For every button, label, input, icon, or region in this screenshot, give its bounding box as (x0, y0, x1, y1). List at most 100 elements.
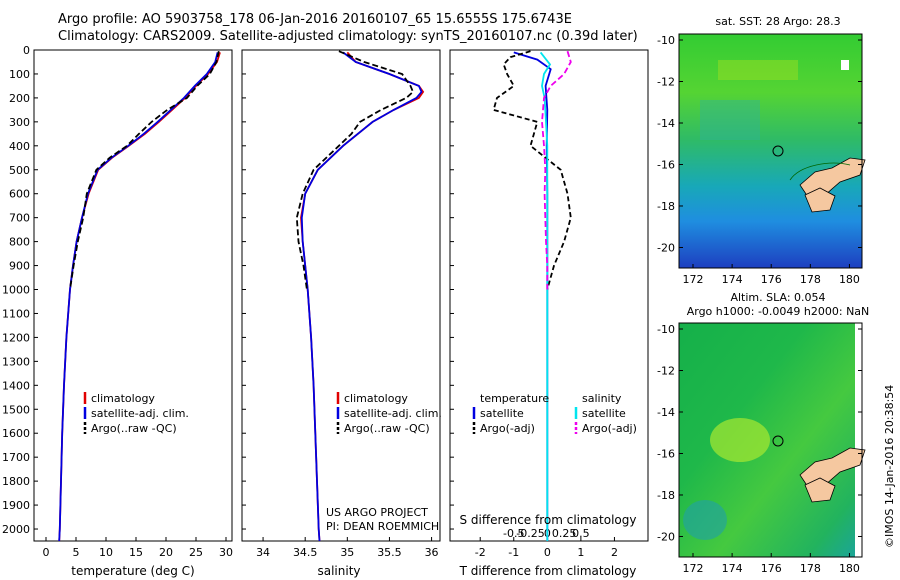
map-xtick-label: 176 (761, 562, 782, 575)
salinity-xtick-label: 34 (256, 546, 270, 559)
salinity-xtick-label: 36 (425, 546, 439, 559)
difference-line-t-argo-adj- (492, 50, 572, 290)
depth-tick-label: 400 (9, 140, 30, 153)
depth-tick-label: 1100 (2, 307, 30, 320)
temperature-line-argo-raw-qc- (69, 51, 220, 290)
temperature-xtick-label: 15 (129, 546, 143, 559)
temperature-line-climatology (58, 52, 221, 541)
legend-label: Argo(-adj) (582, 422, 637, 435)
depth-tick-label: 1000 (2, 284, 30, 297)
map-xtick-label: 174 (722, 273, 743, 286)
sla-low-anomaly (683, 500, 727, 540)
depth-tick-label: 200 (9, 92, 30, 105)
difference-line-t-satellite (513, 51, 552, 541)
legend-label: satellite (480, 407, 524, 420)
imos-watermark: ©IMOS 14-Jan-2016 20:38:54 (883, 385, 896, 548)
sst-missing-cell (841, 60, 849, 70)
depth-tick-label: 1800 (2, 475, 30, 488)
legend-label: Argo(..raw -QC) (91, 422, 177, 435)
salinity-series (295, 50, 425, 541)
depth-tick-label: 1900 (2, 499, 30, 512)
depth-tick-label: 1400 (2, 379, 30, 392)
legend-label: satellite-adj. clim. (344, 407, 442, 420)
credit-line2: PI: DEAN ROEMMICH (326, 520, 439, 533)
legend-label: climatology (91, 392, 155, 405)
sla-map-axes: -10 -12 -14 -16 -18 -20 172 174 176 178 180 (657, 323, 862, 575)
reef-contour (789, 162, 851, 181)
temperature-legend: climatology satellite-adj. clim. Argo(..… (83, 392, 189, 435)
difference-x-axis: -2 -1 0 1 2-0.5-0.25 0 0.250.5 (475, 527, 618, 559)
depth-tick-label: 500 (9, 164, 30, 177)
t-diff-xtick-label: 0 (544, 546, 551, 559)
salinity-xtick-label: 35.5 (377, 546, 402, 559)
depth-tick-label: 2000 (2, 523, 30, 536)
legend-title-temperature: temperature (480, 392, 549, 405)
depth-tick-label: 1700 (2, 451, 30, 464)
map-ytick-label: -14 (657, 406, 675, 419)
map-ytick-label: -10 (657, 323, 675, 336)
depth-tick-label: 300 (9, 116, 30, 129)
s-diff-xtick-label: -0.25 (516, 527, 544, 540)
depth-tick-label: 900 (9, 260, 30, 273)
sst-map-axes: -10 -12 -14 -16 -18 -20 172 174 176 178 180 (657, 34, 862, 286)
legend-label: satellite-adj. clim. (91, 407, 189, 420)
salinity-xtick-label: 34.5 (293, 546, 318, 559)
depth-tick-label: 600 (9, 188, 30, 201)
sla-missing-strip (855, 323, 862, 557)
depth-tick-label: 1600 (2, 427, 30, 440)
depth-tick-label: 800 (9, 236, 30, 249)
credit-line1: US ARGO PROJECT (326, 506, 428, 519)
temperature-xtick-label: 30 (219, 546, 233, 559)
depth-tick-label: 1200 (2, 331, 30, 344)
salinity-xlabel: salinity (317, 564, 360, 578)
sst-map-frame (678, 33, 863, 269)
temperature-xtick-label: 0 (43, 546, 50, 559)
map-ytick-label: -12 (657, 75, 675, 88)
map-ytick-label: -14 (657, 117, 675, 130)
argo-position-marker (772, 435, 784, 447)
map-ytick-label: -20 (657, 530, 675, 543)
difference-series (492, 50, 572, 541)
s-diff-xtick-label: -0.5 (503, 527, 524, 540)
s-diff-xtick-label: 0.25 (552, 527, 577, 540)
map-ytick-label: -16 (657, 447, 675, 460)
salinity-legend: climatology satellite-adj. clim. Argo(..… (336, 392, 442, 435)
temperature-line-satellite-adj-clim- (58, 52, 219, 541)
sla-high-anomaly (710, 418, 770, 462)
map-ytick-label: -20 (657, 241, 675, 254)
t-diff-xtick-label: 1 (577, 546, 584, 559)
figure-title-line2: Climatology: CARS2009. Satellite-adjuste… (58, 29, 638, 44)
map-xtick-label: 172 (683, 562, 704, 575)
s-diff-xtick-label: 0.5 (572, 527, 590, 540)
map-ytick-label: -18 (657, 489, 675, 502)
t-diff-xtick-label: 2 (611, 546, 618, 559)
s-difference-xlabel: S difference from climatology (460, 513, 637, 527)
map-xtick-label: 174 (722, 562, 743, 575)
sst-map-title: sat. SST: 28 Argo: 28.3 (715, 15, 840, 28)
salinity-x-axis: 34 34.5 35 35.5 36 (256, 537, 439, 559)
salinity-xtick-label: 35 (340, 546, 354, 559)
legend-label: climatology (344, 392, 408, 405)
salinity-axes (241, 49, 441, 542)
depth-tick-label: 1300 (2, 355, 30, 368)
difference-legend: temperature salinity satellite Argo(-adj… (472, 392, 637, 435)
map-xtick-label: 180 (839, 562, 860, 575)
salinity-line-satellite-adj-clim- (300, 51, 423, 541)
t-difference-xlabel: T difference from climatology (459, 564, 637, 578)
sla-map-frame (678, 322, 863, 558)
difference-axes (449, 49, 649, 542)
salinity-line-argo-raw-qc- (295, 50, 415, 290)
map-ytick-label: -18 (657, 200, 675, 213)
map-xtick-label: 180 (839, 273, 860, 286)
difference-line-s-satellite (539, 51, 552, 541)
map-ytick-label: -16 (657, 158, 675, 171)
difference-line-s-argo-adj- (541, 50, 572, 290)
fiji-viti-levu (804, 187, 836, 213)
fiji-viti-levu (804, 477, 836, 503)
salinity-line-climatology (300, 51, 425, 541)
map-xtick-label: 178 (800, 562, 821, 575)
temperature-x-axis: 0 5 10 15 20 25 30 (43, 537, 233, 559)
t-diff-xtick-label: -2 (475, 546, 486, 559)
sst-cool-patch (700, 100, 760, 140)
